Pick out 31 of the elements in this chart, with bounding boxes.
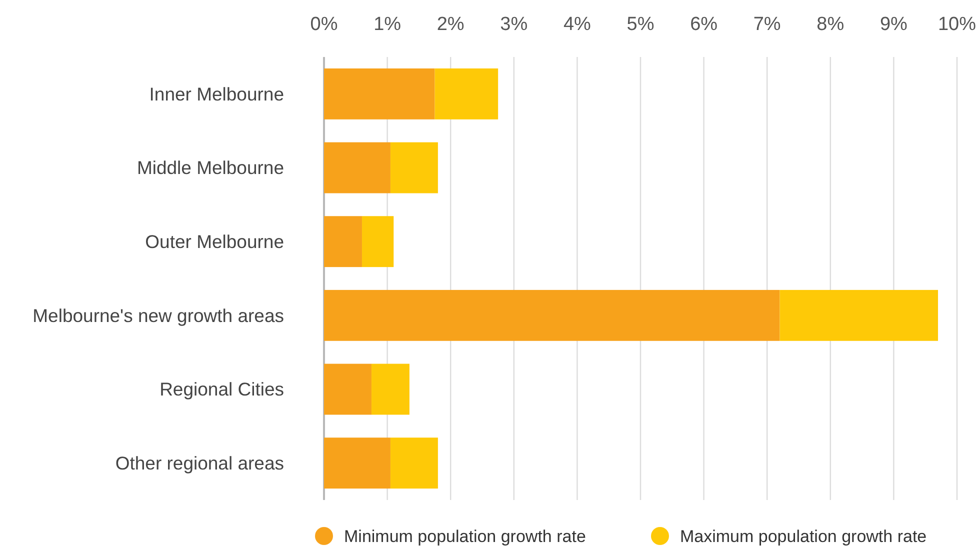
x-tick-label: 6%	[690, 14, 718, 35]
bar	[780, 290, 938, 341]
y-tick-label: Melbourne's new growth areas	[32, 304, 284, 326]
y-tick-label: Outer Melbourne	[145, 231, 284, 252]
bar	[434, 68, 498, 120]
x-tick-label: 7%	[753, 14, 781, 35]
x-tick-label: 10%	[938, 14, 976, 35]
x-tick-label: 5%	[626, 14, 654, 35]
bar	[324, 364, 372, 415]
bar	[371, 364, 410, 415]
bar	[390, 142, 438, 194]
y-tick-label: Regional Cities	[160, 378, 284, 400]
x-tick-label: 3%	[500, 14, 528, 35]
bar	[324, 68, 435, 120]
bar	[324, 216, 362, 268]
x-tick-label: 1%	[374, 14, 402, 35]
bar	[324, 438, 390, 489]
x-tick-label: 0%	[310, 14, 338, 35]
bar	[362, 216, 394, 268]
bar	[390, 438, 438, 489]
legend-label: Maximum population growth rate	[680, 526, 927, 546]
y-tick-label: Middle Melbourne	[136, 157, 284, 178]
x-tick-label: 9%	[880, 14, 908, 35]
y-tick-label: Inner Melbourne	[149, 83, 284, 104]
bar	[324, 142, 390, 194]
x-tick-label: 8%	[816, 14, 844, 35]
y-tick-label: Other regional areas	[115, 452, 284, 474]
x-tick-label: 2%	[436, 14, 464, 35]
x-tick-label: 4%	[563, 14, 592, 35]
legend-label: Minimum population growth rate	[344, 526, 586, 546]
bar	[324, 290, 780, 341]
